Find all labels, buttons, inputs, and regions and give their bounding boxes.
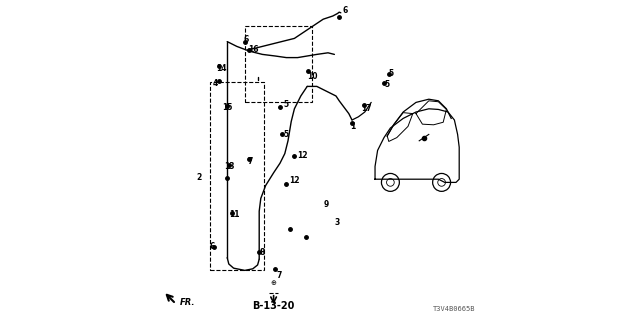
Text: 10: 10 <box>307 72 317 81</box>
Text: 9: 9 <box>323 200 328 209</box>
Text: 4: 4 <box>212 79 218 88</box>
Text: 5: 5 <box>283 130 289 139</box>
Text: 5: 5 <box>388 69 394 78</box>
Text: 16: 16 <box>248 45 259 54</box>
Text: 14: 14 <box>216 64 227 73</box>
Text: 13: 13 <box>224 162 234 171</box>
Bar <box>210 82 264 270</box>
Text: 6: 6 <box>210 242 215 251</box>
Text: 12: 12 <box>290 176 300 185</box>
Text: 5: 5 <box>384 80 389 89</box>
Text: 6: 6 <box>342 6 348 15</box>
Text: 7: 7 <box>277 271 282 280</box>
Bar <box>245 26 312 102</box>
Text: B-13-20: B-13-20 <box>252 301 295 311</box>
Text: 2: 2 <box>197 173 202 182</box>
Text: FR.: FR. <box>180 298 195 307</box>
Text: ⊕: ⊕ <box>271 280 276 286</box>
Text: 5: 5 <box>283 100 289 109</box>
Text: 1: 1 <box>351 122 356 131</box>
Text: 12: 12 <box>298 151 308 160</box>
Text: 8: 8 <box>259 248 264 257</box>
Text: T3V4B0665B: T3V4B0665B <box>433 306 475 312</box>
Text: 6: 6 <box>243 35 248 44</box>
Text: 7: 7 <box>248 157 253 166</box>
Text: 11: 11 <box>229 210 239 219</box>
Text: 17: 17 <box>362 104 372 113</box>
Text: 15: 15 <box>223 103 233 112</box>
Text: 3: 3 <box>334 218 340 227</box>
